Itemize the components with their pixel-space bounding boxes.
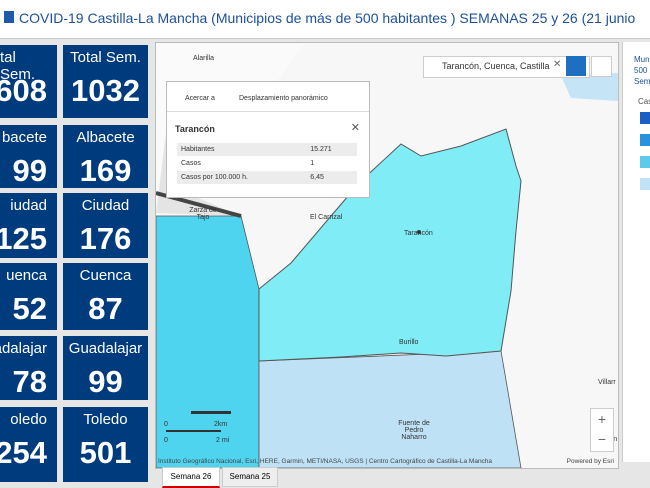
popup-title: Tarancón (175, 124, 215, 134)
scale-label: 2 mi (216, 437, 230, 444)
tile-value: 125 (0, 221, 47, 256)
map-label: Burillo (399, 339, 419, 346)
tile-label: Ciudad (81, 197, 130, 214)
tile-label: bacete (1, 129, 47, 146)
popup: Acercar a Desplazamiento panorámico Tara… (166, 81, 370, 198)
search-box[interactable] (423, 56, 590, 78)
popup-action[interactable]: Desplazamiento panorámico (239, 95, 328, 102)
tile: Ciudad 176 (63, 193, 148, 258)
tile-value: 99 (88, 364, 123, 399)
region (258, 350, 522, 468)
popup-close[interactable]: ✕ (350, 122, 360, 134)
legend-swatch (640, 134, 650, 146)
popup-table: Habitantes 15.271 Casos 1 Casos por 100.000 … (177, 143, 357, 185)
tile-label: tal Sem. (0, 49, 36, 83)
legend-text: Cas (638, 97, 650, 106)
popup-cell: Casos por 100.000 h. (177, 170, 307, 185)
tile-label: Total Sem. (70, 49, 141, 66)
tile-value: 99 (12, 153, 47, 188)
map[interactable]: Alarilla Zarza de Tajo El Carrizal Taran… (155, 42, 619, 469)
tile-label: Cuenca (79, 267, 132, 284)
map-label: Fuente de Pedro Naharro (398, 420, 430, 441)
legend-swatch (640, 178, 650, 190)
region (561, 73, 618, 101)
tile: oledo 254 (0, 407, 57, 482)
tile: bacete 99 (0, 125, 57, 188)
tile-value: 254 (0, 435, 47, 470)
legend-text: Mun (634, 55, 650, 64)
tile-value: 1032 (71, 73, 140, 108)
tab[interactable]: Semana 26 (162, 467, 220, 488)
attribution: Instituto Geográfico Nacional, Esri, HER… (158, 458, 493, 465)
tile: iudad 125 (0, 193, 57, 258)
tile-value: 608 (0, 73, 47, 108)
tile-label: uadalajar (0, 340, 47, 357)
scale-label: 0 (164, 421, 168, 428)
title: COVID-19 Castilla-La Mancha (Municipios … (19, 10, 636, 26)
popup-cell: 1 (306, 156, 357, 171)
tile-label: oledo (10, 411, 47, 428)
popup-cell: Habitantes (177, 143, 307, 157)
popup-row: Casos 1 (177, 156, 357, 171)
map-label: Tarancón (404, 230, 433, 237)
app-icon (4, 11, 14, 23)
divider (167, 111, 369, 112)
tile: Toledo 501 (63, 407, 148, 482)
legend-text: Sem (634, 77, 650, 86)
tile-value: 78 (12, 364, 47, 399)
legend-swatch (640, 112, 650, 124)
map-label: Zarza de Tajo (189, 207, 217, 221)
scale-bar (191, 411, 231, 414)
tile: Total Sem. 1032 (63, 45, 148, 118)
tile-value: 52 (12, 291, 47, 326)
legend-swatch (640, 156, 650, 168)
tile-label: Guadalajar (68, 340, 143, 357)
popup-cell: 6,45 (306, 170, 357, 185)
clear-search[interactable]: ✕ (553, 59, 562, 70)
search-button[interactable] (566, 56, 586, 76)
legend-text: 500 (634, 66, 648, 75)
popup-row: Casos por 100.000 h. 6,45 (177, 170, 357, 185)
popup-row: Habitantes 15.271 (177, 143, 357, 157)
tile-label: uenca (6, 267, 47, 284)
tile-label: Albacete (76, 129, 135, 146)
home-button[interactable] (591, 56, 612, 77)
popup-action[interactable]: Acercar a (185, 95, 215, 102)
tile: Albacete 169 (63, 125, 148, 188)
tile: uadalajar 78 (0, 336, 57, 400)
tile: uenca 52 (0, 263, 57, 330)
marker (417, 230, 421, 234)
popup-cell: Casos (177, 156, 307, 171)
map-label: Villarr (598, 379, 616, 386)
tile-value: 169 (79, 153, 132, 188)
scale-label: 0 (164, 437, 168, 444)
tile-value: 87 (88, 291, 123, 326)
map-label: El Carrizal (310, 214, 343, 221)
tile-value: 176 (79, 221, 132, 256)
zoom-controls[interactable]: + − (590, 408, 614, 452)
tile-label: Toledo (83, 411, 128, 428)
popup-cell: 15.271 (306, 143, 357, 157)
tile: Cuenca 87 (63, 263, 148, 330)
tile-value: 501 (79, 435, 132, 470)
powered-by: Powered by Esri (566, 458, 614, 465)
scale-label: 2km (214, 421, 228, 428)
scale-bar (166, 430, 221, 432)
tile: tal Sem. 608 (0, 45, 57, 118)
tab[interactable]: Semana 25 (222, 467, 278, 487)
search-text: Tarancón, Cuenca, Castilla (442, 61, 550, 71)
map-label: Alarilla (193, 55, 215, 62)
tile-label: iudad (10, 197, 47, 214)
header-bar (0, 0, 650, 39)
tile: Guadalajar 99 (63, 336, 148, 400)
